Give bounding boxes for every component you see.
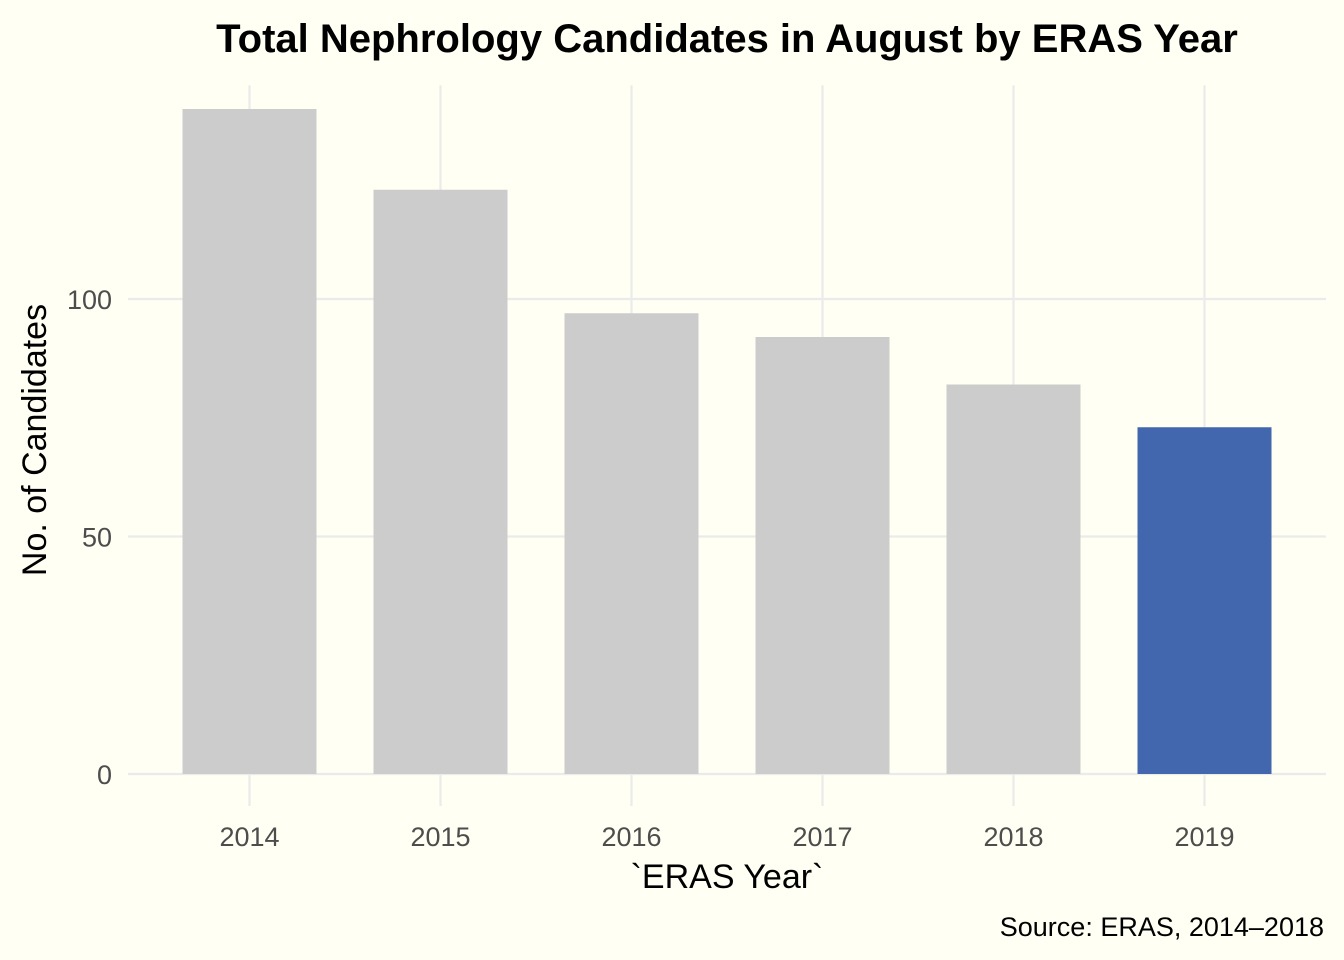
x-axis-title: `ERAS Year` <box>631 858 824 896</box>
bar-2014 <box>182 109 317 774</box>
x-tick-label: 2019 <box>1174 822 1234 852</box>
y-tick-label: 50 <box>82 523 112 553</box>
x-tick-label: 2017 <box>792 822 852 852</box>
bar-2019 <box>1137 427 1272 774</box>
y-tick-label: 0 <box>97 760 112 790</box>
x-tick-label: 2014 <box>219 822 279 852</box>
x-tick-label: 2018 <box>983 822 1043 852</box>
bar-2018 <box>946 384 1081 774</box>
x-tick-label: 2015 <box>410 822 470 852</box>
bar-2017 <box>755 337 890 774</box>
tick-layer: 0 50 100 2014 2015 2016 2017 2018 2019 <box>67 285 1235 852</box>
x-tick-label: 2016 <box>601 822 661 852</box>
chart-caption: Source: ERAS, 2014–2018 <box>1000 912 1324 942</box>
bar-2015 <box>373 189 508 774</box>
chart-title: Total Nephrology Candidates in August by… <box>216 17 1238 61</box>
bar-2016 <box>564 313 699 774</box>
y-tick-label: 100 <box>67 285 112 315</box>
bar-layer <box>182 109 1272 774</box>
y-axis-title: No. of Candidates <box>16 304 54 576</box>
